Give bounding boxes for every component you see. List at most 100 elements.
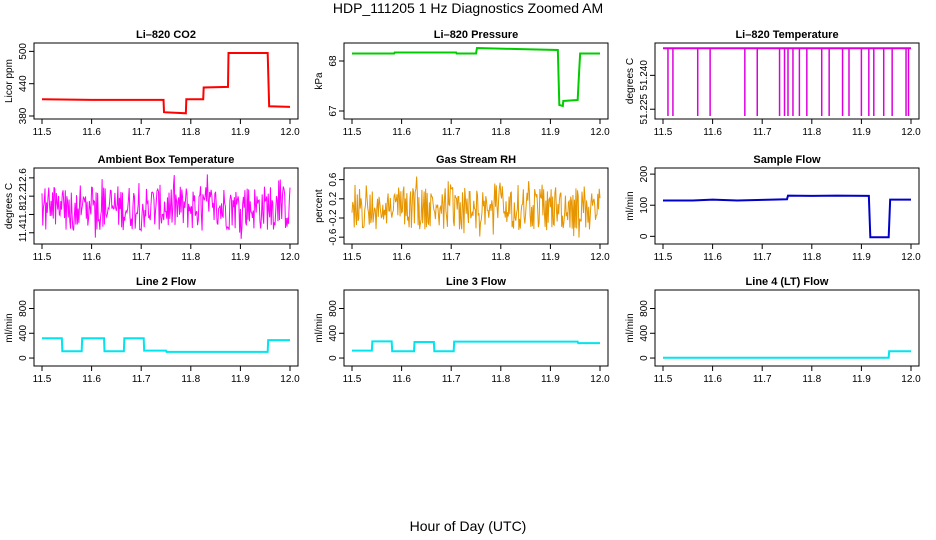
y-tick-label: 67: [328, 105, 339, 117]
plot-frame: [654, 289, 920, 367]
x-tick-label: 12.0: [901, 127, 921, 138]
y-tick-label: -0.2: [328, 209, 339, 227]
x-tick-label: 11.7: [442, 252, 461, 263]
plot-frame: [654, 167, 920, 245]
x-tick-label: 11.7: [753, 127, 772, 138]
y-tick-label: 800: [328, 300, 339, 317]
y-tick-label: 12.6: [18, 168, 29, 188]
x-tick-label: 11.8: [181, 252, 200, 263]
y-axis-label: ml/min: [4, 313, 15, 342]
y-tick-label: 68: [328, 55, 339, 67]
y-tick-label: 0.6: [328, 172, 339, 186]
y-tick-label: 0: [18, 355, 29, 361]
y-tick-label: 51.225: [639, 93, 650, 124]
x-tick-label: 11.7: [442, 374, 461, 385]
x-tick-label: 11.9: [231, 374, 250, 385]
x-tick-label: 11.8: [802, 127, 821, 138]
x-tick-label: 11.6: [392, 252, 411, 263]
chart-panel-8: Line 3 Flow 11.5 11.6 11.7 11.8 11.9 12.0 0 400 8…: [314, 276, 610, 385]
x-tick-label: 12.0: [590, 374, 610, 385]
plot-frame: [343, 167, 609, 245]
chart-panels: Li–820 CO2 11.5 11.6 11.7 11.8 11.9 12.0 380 440…: [4, 29, 921, 385]
x-tick-label: 11.9: [852, 374, 871, 385]
y-tick-label: 200: [639, 165, 650, 182]
y-tick-label: 440: [18, 75, 29, 92]
x-tick-label: 12.0: [280, 127, 300, 138]
x-tick-label: 12.0: [280, 252, 300, 263]
y-tick-label: 12.2: [18, 186, 29, 206]
x-tick-label: 12.0: [590, 127, 610, 138]
y-tick-label: 0: [328, 355, 339, 361]
x-tick-label: 11.5: [654, 252, 673, 263]
x-tick-label: 11.8: [491, 127, 510, 138]
series-line: [42, 337, 290, 353]
series-line: [663, 194, 911, 239]
x-tick-label: 11.6: [82, 374, 101, 385]
y-axis-label: degrees C: [4, 183, 15, 229]
y-tick-label: 500: [18, 43, 29, 60]
plot-frame: [343, 289, 609, 367]
y-axis-label: Licor ppm: [4, 59, 15, 103]
series-line: [41, 52, 291, 115]
chart-panel-9: Line 4 (LT) Flow 11.5 11.6 11.7 11.8 11.9 12.0…: [625, 276, 921, 385]
chart-panel-5: Gas Stream RH 11.5 11.6 11.7 11.8 11.9 12.0 -0.…: [314, 154, 610, 263]
series-group: [352, 340, 600, 353]
y-tick-label: 51.240: [639, 60, 650, 91]
x-tick-label: 12.0: [590, 252, 610, 263]
plot-frame: [33, 289, 299, 367]
series-group: [352, 46, 600, 108]
x-tick-label: 11.5: [33, 127, 52, 138]
y-tick-label: 11.8: [18, 205, 29, 224]
panel-title: Li–820 Pressure: [434, 29, 518, 41]
chart-panel-1: Li–820 CO2 11.5 11.6 11.7 11.8 11.9 12.0 380 440…: [4, 29, 300, 138]
chart-panel-2: Li–820 Pressure 11.5 11.6 11.7 11.8 11.9 12.0 6…: [314, 29, 610, 138]
x-tick-label: 11.6: [82, 127, 101, 138]
x-tick-label: 11.8: [491, 374, 510, 385]
x-tick-label: 11.9: [231, 127, 250, 138]
panel-title: Line 4 (LT) Flow: [746, 276, 829, 288]
y-tick-label: 11.4: [18, 223, 29, 242]
panel-title: Gas Stream RH: [436, 154, 516, 166]
series-line: [41, 174, 291, 239]
x-tick-label: 12.0: [280, 374, 300, 385]
chart-panel-7: Line 2 Flow 11.5 11.6 11.7 11.8 11.9 12.0 0 400 8…: [4, 276, 300, 385]
x-tick-label: 12.0: [901, 374, 921, 385]
y-tick-label: 0: [639, 233, 650, 239]
y-tick-label: 100: [639, 196, 650, 213]
plot-frame: [33, 42, 299, 120]
x-tick-label: 11.6: [82, 252, 101, 263]
series-group: [663, 47, 911, 116]
x-tick-label: 11.6: [392, 127, 411, 138]
series-group: [351, 176, 601, 238]
x-tick-label: 11.5: [343, 252, 362, 263]
y-tick-label: 380: [18, 107, 29, 124]
y-tick-label: 800: [18, 300, 29, 317]
x-tick-label: 11.5: [33, 252, 52, 263]
y-axis-label: kPa: [314, 72, 325, 90]
y-axis-label: degrees C: [625, 58, 636, 104]
panel-title: Li–820 CO2: [136, 29, 196, 41]
plot-frame: [33, 167, 299, 245]
figure-xlabel: Hour of Day (UTC): [410, 518, 527, 534]
x-tick-label: 11.8: [181, 374, 200, 385]
x-tick-label: 11.9: [231, 252, 250, 263]
x-tick-label: 11.6: [703, 127, 722, 138]
series-line: [352, 46, 600, 108]
y-axis-label: ml/min: [625, 191, 636, 220]
y-tick-label: 0.2: [328, 191, 339, 205]
x-tick-label: 11.6: [703, 252, 722, 263]
x-tick-label: 11.9: [541, 252, 560, 263]
series-group: [41, 174, 291, 239]
x-tick-label: 11.6: [392, 374, 411, 385]
y-tick-label: -0.6: [328, 228, 339, 246]
x-tick-label: 11.7: [753, 252, 772, 263]
x-tick-label: 11.8: [491, 252, 510, 263]
x-tick-label: 11.6: [703, 374, 722, 385]
panel-title: Sample Flow: [753, 154, 821, 166]
series-line: [351, 176, 601, 238]
x-tick-label: 11.7: [753, 374, 772, 385]
panel-title: Ambient Box Temperature: [98, 154, 235, 166]
series-group: [663, 194, 911, 239]
x-tick-label: 11.7: [132, 374, 151, 385]
